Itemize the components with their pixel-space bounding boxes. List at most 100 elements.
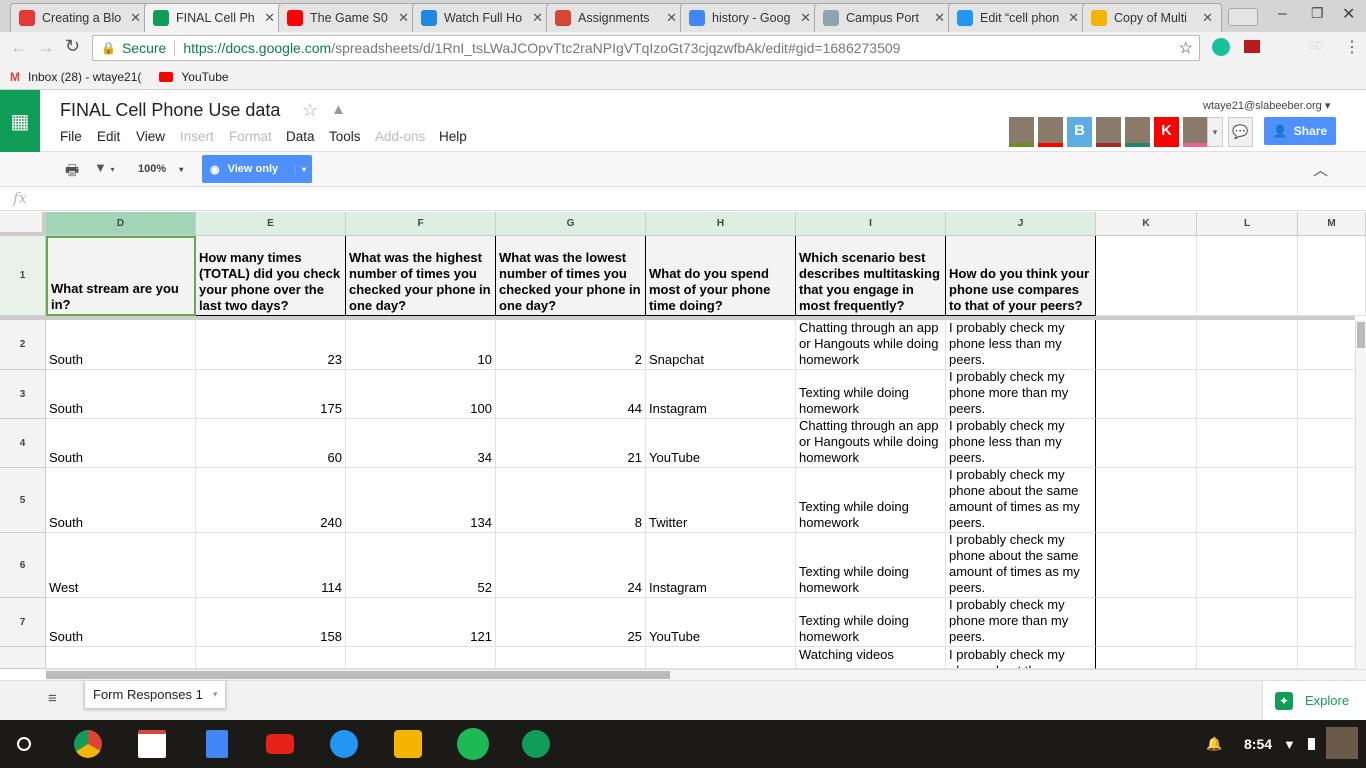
wifi-icon[interactable]: ▼ [1283,737,1296,752]
data-cell[interactable]: 8 [496,468,646,533]
row-header-2[interactable]: 2 [0,320,46,370]
grammarly-extension-icon[interactable] [1212,38,1230,56]
data-cell[interactable]: 21 [496,419,646,468]
row-header-4[interactable]: 4 [0,419,46,468]
data-cell[interactable]: South [46,370,196,419]
column-header-h[interactable]: H [646,212,796,236]
data-cell[interactable]: South [46,419,196,468]
column-header-j[interactable]: J [946,212,1096,236]
menu-tools[interactable]: Tools [329,129,361,144]
tab-close-icon[interactable]: ✕ [1068,10,1079,25]
data-cell[interactable]: Instagram [646,370,796,419]
data-cell[interactable]: 121 [346,598,496,647]
tab-close-icon[interactable]: ✕ [800,10,811,25]
browser-tab[interactable]: Watch Full Ho ✕ [412,3,552,32]
empty-cell[interactable] [1096,468,1197,533]
view-only-button[interactable]: ◉ View only ▾ [202,155,312,183]
data-cell[interactable]: I probably check my phone about the same… [946,533,1096,598]
column-header-m[interactable]: M [1298,212,1366,236]
browser-tab[interactable]: Creating a Blo ✕ [10,3,150,32]
select-all-corner[interactable] [0,212,46,236]
star-icon[interactable]: ☆ [1178,40,1193,57]
sheets-logo-icon[interactable]: ▦ [0,90,40,152]
clock[interactable]: 8:54 [1244,736,1273,752]
empty-cell[interactable] [1096,598,1197,647]
column-header-k[interactable]: K [1096,212,1197,236]
browser-tab[interactable]: The Game S0 ✕ [278,3,418,32]
data-cell[interactable]: Twitter [646,468,796,533]
header-cell[interactable]: What do you spend most of your phone tim… [646,236,796,316]
empty-cell[interactable] [1197,647,1298,669]
data-cell[interactable]: Texting while doing homework [796,533,946,598]
header-cell[interactable]: What was the lowest number of times you … [496,236,646,316]
data-cell[interactable] [46,647,196,669]
collaborator-avatar[interactable]: B [1067,117,1092,147]
column-header-g[interactable]: G [496,212,646,236]
column-header-e[interactable]: E [196,212,346,236]
data-cell[interactable]: South [46,598,196,647]
empty-cell[interactable] [1096,419,1197,468]
data-cell[interactable]: 24 [496,533,646,598]
menu-view[interactable]: View [136,129,166,144]
data-cell[interactable]: Snapchat [646,320,796,370]
data-cell[interactable] [646,647,796,669]
data-cell[interactable]: Chatting through an app or Hangouts whil… [796,419,946,468]
data-cell[interactable]: 34 [346,419,496,468]
data-cell[interactable]: 175 [196,370,346,419]
vertical-scrollbar[interactable] [1355,320,1366,670]
collaborator-avatar[interactable] [1183,117,1208,147]
data-cell[interactable]: YouTube [646,419,796,468]
data-cell[interactable]: I probably check my phone about the same… [946,468,1096,533]
data-cell[interactable]: 23 [196,320,346,370]
share-button[interactable]: 👤 Share [1264,117,1336,145]
back-button[interactable]: ← [10,37,28,57]
minimize-button[interactable]: – [1278,5,1287,22]
files-app-icon[interactable] [330,730,358,758]
empty-cell[interactable] [1298,236,1366,316]
docs-app-icon[interactable] [206,730,228,758]
header-cell[interactable]: Which scenario best describes multitaski… [796,236,946,316]
empty-cell[interactable] [1197,533,1298,598]
data-cell[interactable]: 25 [496,598,646,647]
collaborator-avatar[interactable] [1125,117,1150,147]
data-cell[interactable]: 52 [346,533,496,598]
header-cell[interactable]: What stream are you in? [46,236,196,316]
print-icon[interactable]: 🖶 [65,162,80,179]
menu-edit[interactable]: Edit [97,129,121,144]
keep-app-icon[interactable] [394,730,422,758]
column-header-i[interactable]: I [796,212,946,236]
menu-help[interactable]: Help [439,129,467,144]
browser-tab[interactable]: Edit “cell phon ✕ [948,3,1088,32]
video-extension-icon[interactable] [1244,40,1260,53]
data-cell[interactable]: South [46,320,196,370]
document-title[interactable]: FINAL Cell Phone Use data [60,100,281,120]
bookmark-inbox[interactable]: Inbox (28) - wtaye21( [28,69,142,84]
filter-icon[interactable]: ▼ ▾ [94,160,115,175]
data-cell[interactable]: I probably check my phone more than my p… [946,598,1096,647]
explore-button[interactable]: ✦ Explore [1262,681,1366,720]
collapse-menus-icon[interactable]: ︿ [1313,162,1329,179]
frozen-row-divider[interactable] [0,316,1355,320]
spotify-app-icon[interactable] [457,728,489,760]
launcher-icon[interactable] [17,737,31,751]
comments-button[interactable]: 💬 [1228,117,1253,147]
row-header-7[interactable]: 7 [0,598,46,647]
empty-cell[interactable] [1096,320,1197,370]
forward-button[interactable]: → [37,37,55,57]
data-cell[interactable]: 240 [196,468,346,533]
tab-close-icon[interactable]: ✕ [398,10,409,25]
empty-cell[interactable] [1197,598,1298,647]
row-header-3[interactable]: 3 [0,370,46,419]
zoom-select[interactable]: 100% ▾ [138,163,184,175]
empty-cell[interactable] [1197,236,1298,316]
menu-file[interactable]: File [60,129,82,144]
column-header-f[interactable]: F [346,212,496,236]
collaborator-avatar[interactable] [1009,117,1034,147]
restore-button[interactable]: ❐ [1311,5,1324,21]
data-cell[interactable] [346,647,496,669]
data-cell[interactable]: Watching videos [796,647,946,669]
account-email[interactable]: wtaye21@slabeeber.org ▾ [1203,100,1331,112]
tab-close-icon[interactable]: ✕ [264,10,275,25]
all-sheets-icon[interactable]: ≡ [48,690,57,707]
sheet-tab-form-responses[interactable]: Form Responses 1 ▾ [84,681,226,709]
